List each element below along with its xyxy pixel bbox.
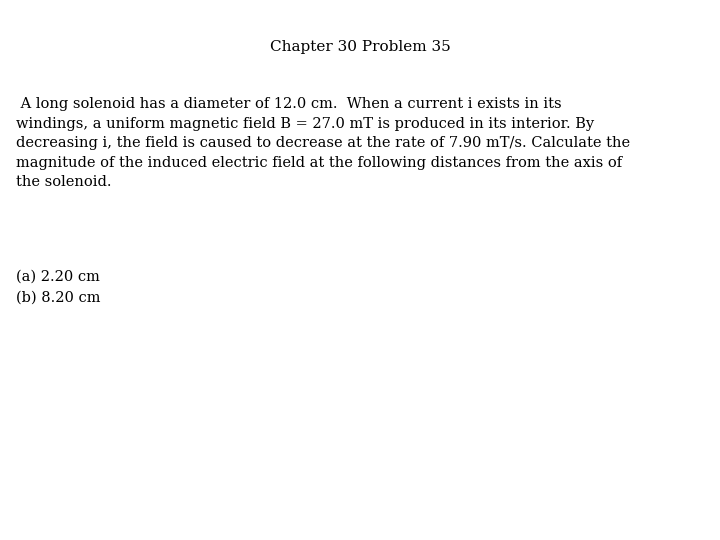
Text: A long solenoid has a diameter of 12.0 cm.  When a current i exists in its
windi: A long solenoid has a diameter of 12.0 c… (16, 97, 630, 189)
Text: Chapter 30 Problem 35: Chapter 30 Problem 35 (269, 40, 451, 55)
Text: (a) 2.20 cm
(b) 8.20 cm: (a) 2.20 cm (b) 8.20 cm (16, 270, 100, 305)
